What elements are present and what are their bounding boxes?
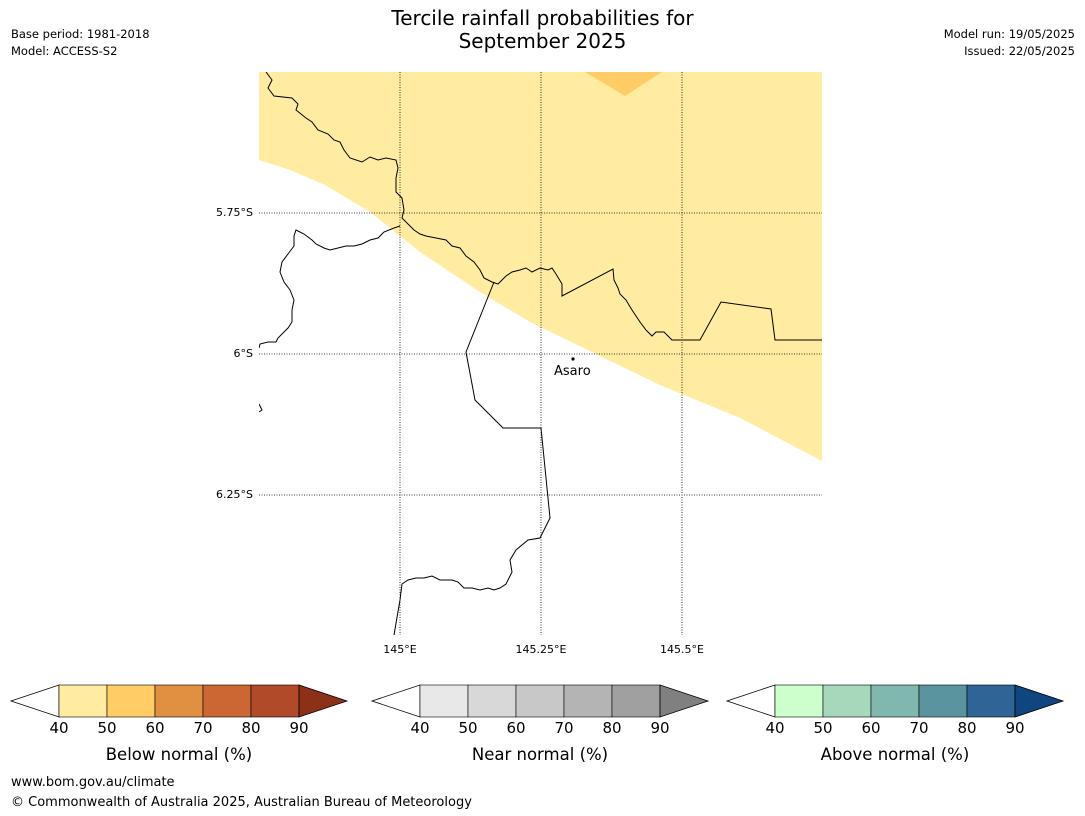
colorbar-tick-label: 90 [1005,719,1025,737]
issued-text: Issued: 22/05/2025 [964,44,1075,58]
model-run-text: Model run: 19/05/2025 [943,27,1075,41]
colorbar-tick-label: 90 [650,719,670,737]
below-normal-40-50-region [259,72,822,461]
province-boundary-line [265,72,822,341]
colorbar-tick-label: 80 [602,719,622,737]
map-title: Tercile rainfall probabilities for Septe… [0,7,1085,53]
title-line-1: Tercile rainfall probabilities for [391,6,694,30]
colorbar-tick-label: 40 [765,719,785,737]
district-boundary-line [393,281,551,635]
colorbar-tick-label: 60 [861,719,881,737]
base-period-text: Base period: 1981-2018 [11,27,150,41]
colorbar-tick-label: 80 [241,719,261,737]
colorbar-title: Above normal (%) [820,745,970,764]
lat-label-625: 6.25°S [216,488,253,501]
asaro-marker [571,357,575,361]
colorbar-tick-label: 50 [458,719,478,737]
place-label-asaro: Asaro [554,364,591,379]
meta-right: Model run: 19/05/2025 Issued: 22/05/2025 [944,26,1075,60]
footer-url: www.bom.gov.au/climate [11,775,175,790]
footer-copyright: © Commonwealth of Australia 2025, Austra… [11,795,472,810]
lon-label-14550: 145.5°E [660,643,704,656]
colorbar-title: Below normal (%) [105,745,253,764]
model-text: Model: ACCESS-S2 [11,44,118,58]
western-boundary-line [259,225,401,349]
colorbar-tick-label: 50 [813,719,833,737]
colorbar-tick-label: 70 [554,719,574,737]
colorbar-tick-label: 60 [506,719,526,737]
colorbar-title: Near normal (%) [471,745,609,764]
lat-label-600: 6°S [233,347,253,360]
coast-fragment-line [259,403,263,413]
colorbar-tick-label: 90 [289,719,309,737]
title-line-2: September 2025 [458,29,627,53]
lon-label-14525: 145.25°E [515,643,567,656]
colorbar-tick-label: 40 [410,719,430,737]
colorbar-tick-label: 50 [97,719,117,737]
meta-left: Base period: 1981-2018 Model: ACCESS-S2 [11,26,150,60]
colorbar-tick-label: 40 [49,719,69,737]
lat-label-575: 5.75°S [216,206,253,219]
colorbar-tick-label: 70 [193,719,213,737]
below-normal-50-60-region [585,72,662,96]
lon-label-14500: 145°E [383,643,417,656]
colorbar-tick-label: 60 [145,719,165,737]
colorbar-tick-label: 70 [909,719,929,737]
colorbar-tick-label: 80 [957,719,977,737]
